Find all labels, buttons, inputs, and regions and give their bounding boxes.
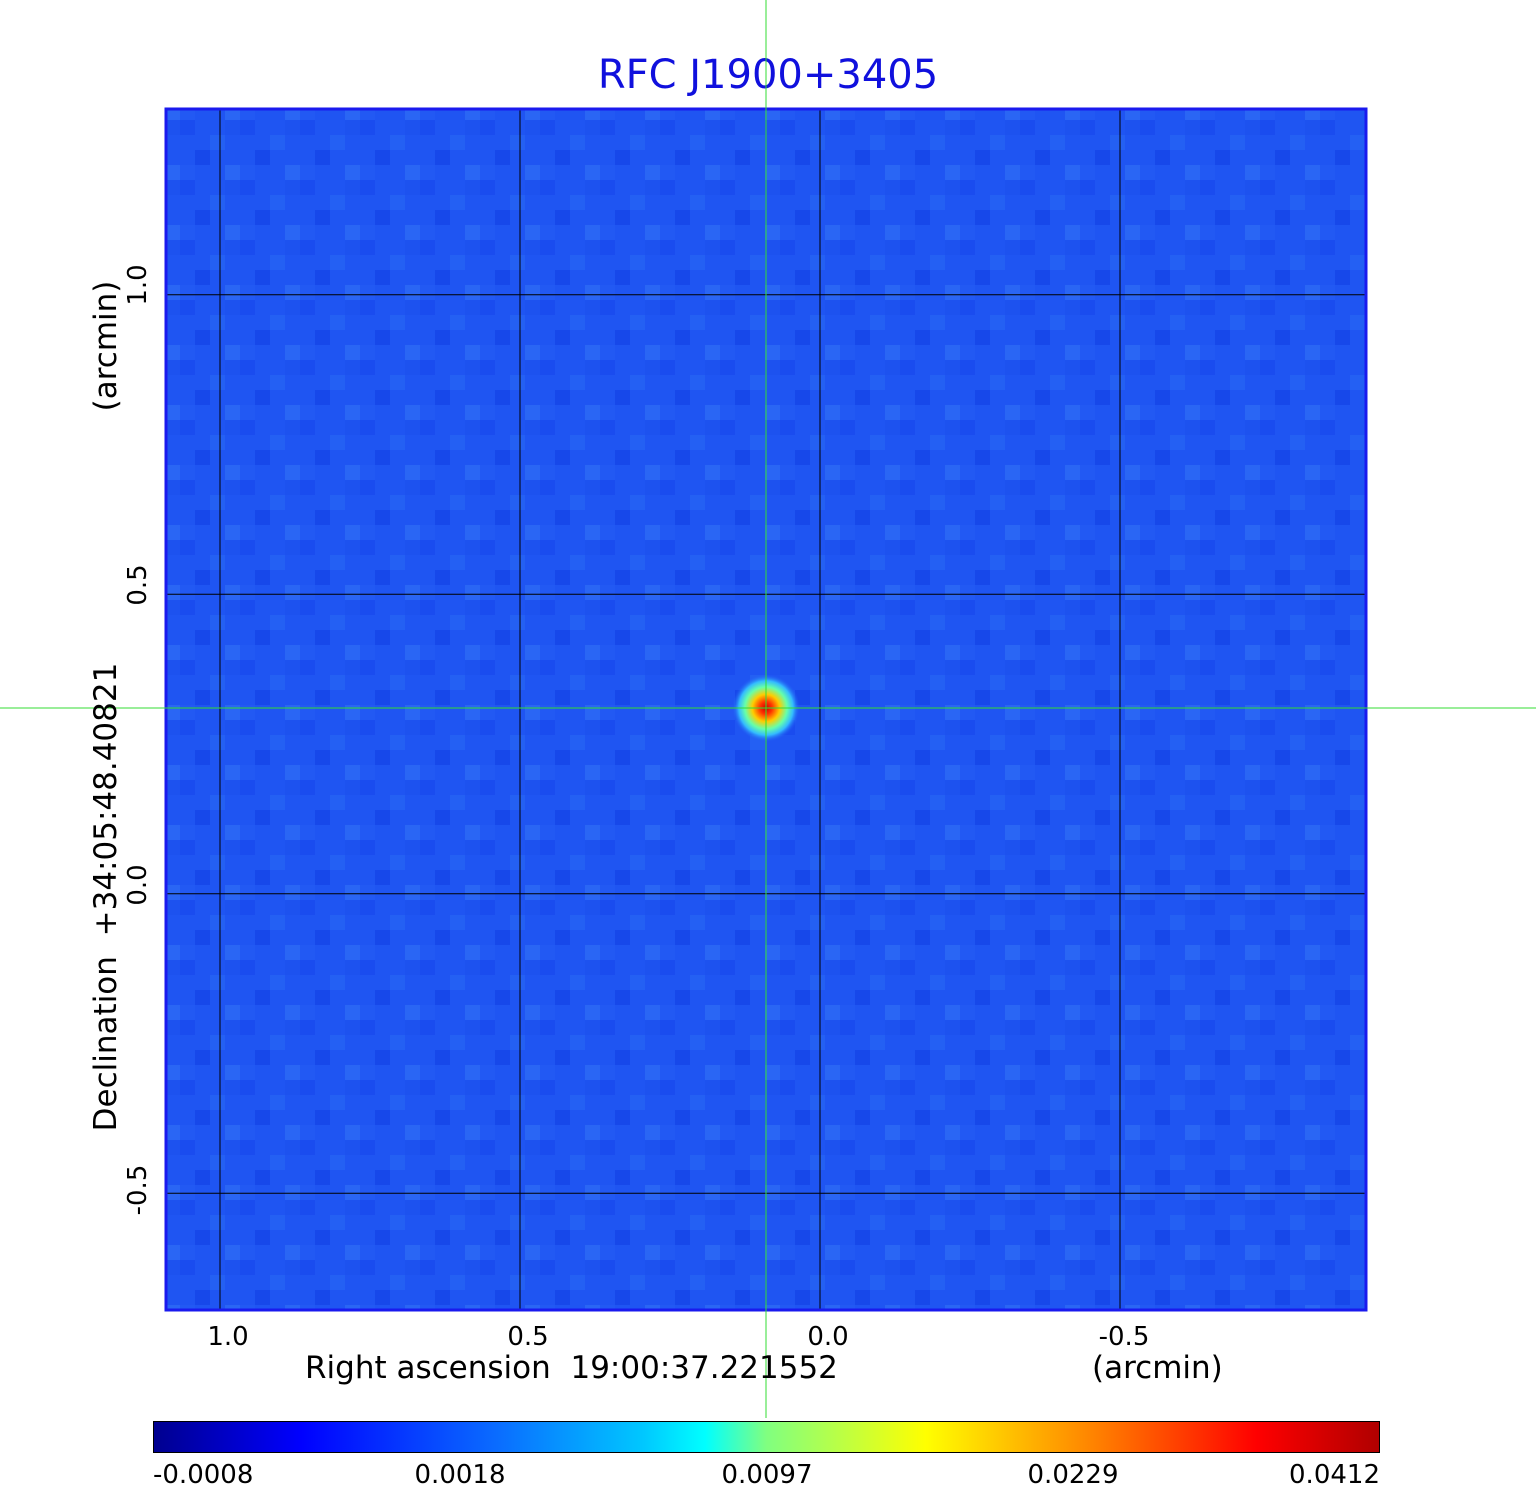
x-axis-unit: (arcmin) [1092, 1350, 1223, 1386]
x-tick-label: 1.0 [207, 1322, 249, 1352]
colorbar-tick-label: 0.0412 [1289, 1460, 1380, 1490]
colorbar-tick-label: 0.0018 [414, 1460, 506, 1490]
y-tick-label: 1.0 [123, 264, 153, 306]
colorbar-tick-label: -0.0008 [153, 1460, 254, 1490]
colorbar-tick-label: 0.0097 [721, 1460, 813, 1490]
y-axis-unit: (arcmin) [88, 280, 124, 412]
chart-title: RFC J1900+3405 [597, 52, 939, 98]
y-tick-label: 0.5 [123, 564, 153, 606]
colorbar-tick-label: 0.0229 [1027, 1460, 1119, 1490]
y-tick-label: -0.5 [123, 1164, 153, 1216]
x-axis-label: Right ascension 19:00:37.221552 [305, 1350, 838, 1386]
x-tick-label: 0.5 [507, 1322, 549, 1352]
y-tick-label: 0.0 [123, 864, 153, 906]
x-tick-label: 0.0 [807, 1322, 849, 1352]
colorbar [153, 1421, 1380, 1453]
crosshair [0, 0, 1536, 1418]
x-tick-label: -0.5 [1098, 1322, 1150, 1352]
y-axis-label: Declination +34:05:48.40821 [88, 662, 124, 1132]
